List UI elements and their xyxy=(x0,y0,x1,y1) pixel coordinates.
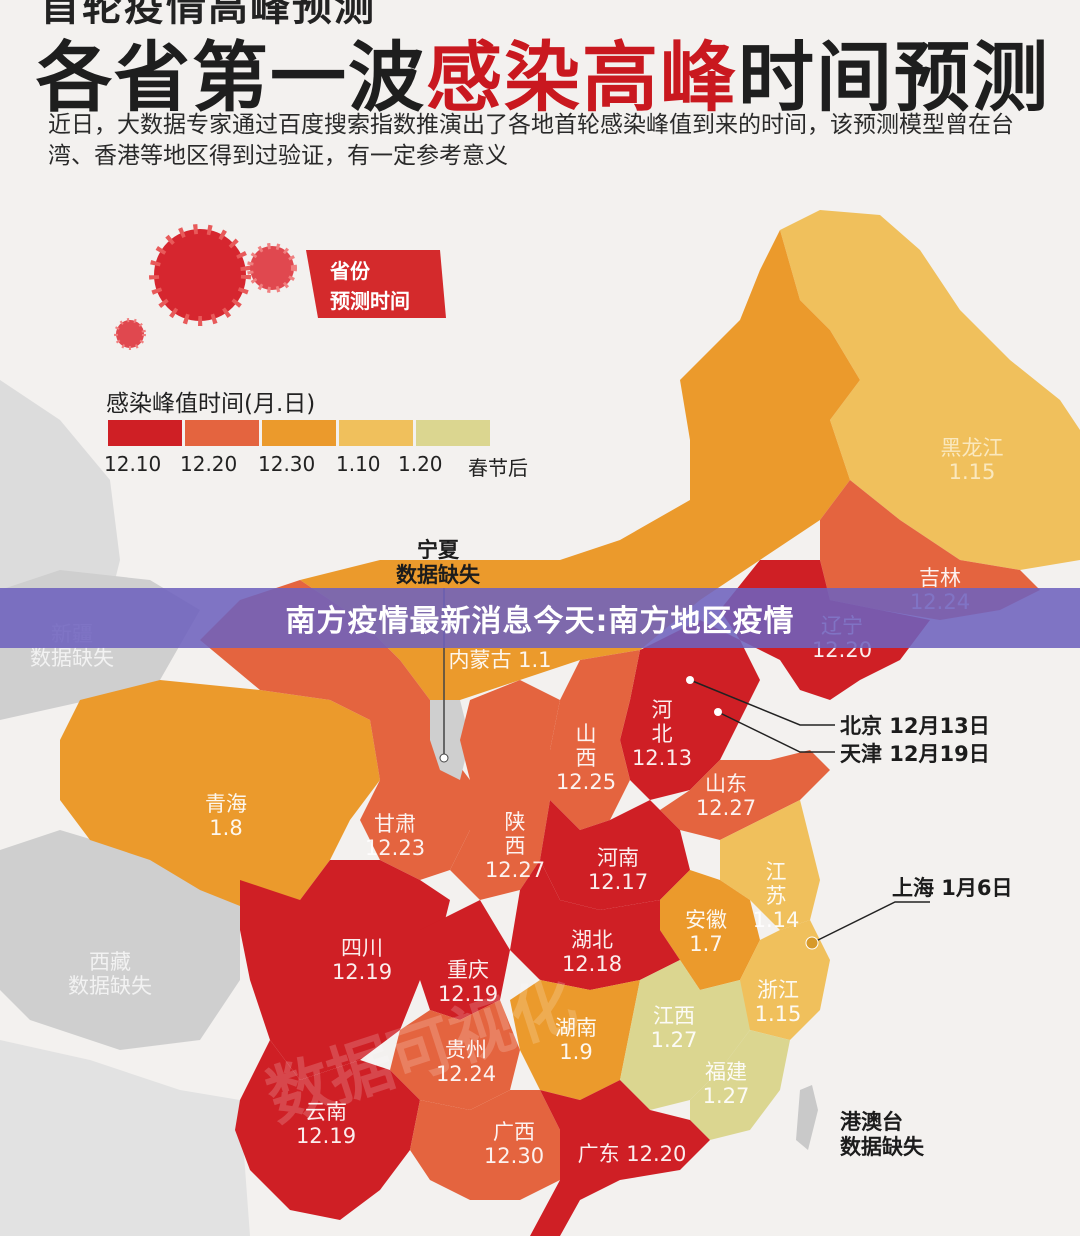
legend-swatch xyxy=(262,420,336,446)
legend-label: 1.20 xyxy=(398,452,443,476)
cropped-top-title: 首轮疫情高峰预测 xyxy=(40,0,376,30)
shanghai-dot xyxy=(805,936,819,950)
province-label-guangxi: 广西 12.30 xyxy=(483,1120,545,1168)
province-tag-line1: 省份 xyxy=(330,259,370,283)
province-label-shanxi: 山 西 12.25 xyxy=(555,722,617,794)
callout-beijing: 北京 12月13日 xyxy=(840,714,990,738)
ningxia-dot xyxy=(439,753,449,763)
province-label-fujian: 福建 1.27 xyxy=(702,1060,750,1108)
legend-swatch xyxy=(339,420,413,446)
legend-label: 12.30 xyxy=(258,452,316,476)
caption-banner-text: 南方疫情最新消息今天:南方地区疫情 xyxy=(285,604,795,639)
region-shaanxi xyxy=(450,680,560,900)
legend-swatch xyxy=(185,420,259,446)
province-label-shaanxi: 陕 西 12.27 xyxy=(484,810,546,882)
province-label-zhejiang: 浙江 1.15 xyxy=(754,978,802,1026)
callout-hmt: 港澳台 数据缺失 xyxy=(840,1110,924,1159)
province-label-hubei: 湖北 12.18 xyxy=(561,928,623,976)
legend-swatch xyxy=(108,420,182,446)
region-henan xyxy=(540,800,690,910)
beijing-leader-line xyxy=(689,679,835,726)
callout-tianjin: 天津 12月19日 xyxy=(840,742,990,766)
legend-label: 12.10 xyxy=(104,452,162,476)
province-label-yunnan: 云南 12.19 xyxy=(295,1100,357,1148)
province-label-sichuan: 四川 12.19 xyxy=(331,936,393,984)
province-tag-line2: 预测时间 xyxy=(330,289,410,313)
tianjin-dot xyxy=(714,708,722,716)
shanghai-leader-line xyxy=(811,901,930,944)
tibet-region xyxy=(0,830,240,1050)
taiwan-island xyxy=(796,1085,818,1150)
headline-part3: 时间预测 xyxy=(738,33,1050,122)
region-heilongjiang xyxy=(780,210,1080,570)
region-gansu xyxy=(200,580,470,880)
region-anhui xyxy=(660,870,760,990)
region-shandong xyxy=(660,750,830,840)
province-label-hunan: 湖南 1.9 xyxy=(555,1016,597,1064)
region-guangdong xyxy=(530,1080,710,1236)
headline: 各省第一波感染高峰时间预测 xyxy=(36,16,1050,126)
region-shanxi xyxy=(550,650,640,830)
region-guizhou xyxy=(390,1000,520,1110)
province-tag-text: 省份 预测时间 xyxy=(330,256,410,316)
region-jilin xyxy=(820,480,1040,620)
region-hunan xyxy=(510,980,640,1100)
virus-illustration xyxy=(114,224,297,350)
province-label-xizang: 西藏 数据缺失 xyxy=(68,950,152,998)
province-label-jiangxi: 江西 1.27 xyxy=(650,1004,698,1052)
intro-paragraph: 近日，大数据专家通过百度搜索指数推演出了各地首轮感染峰值到来的时间，该预测模型曾… xyxy=(48,112,1014,169)
legend-title: 感染峰值时间(月.日) xyxy=(106,391,316,417)
headline-part2: 感染高峰 xyxy=(426,33,738,122)
beijing-dot xyxy=(686,676,694,684)
province-label-guizhou: 贵州 12.24 xyxy=(435,1038,497,1086)
province-tag xyxy=(306,250,446,318)
province-label-neimenggu: 内蒙古 1.1 xyxy=(448,648,552,672)
tianjin-leader-line xyxy=(717,711,835,753)
region-neimenggu xyxy=(300,230,860,700)
province-label-chongqing: 重庆 12.19 xyxy=(437,958,499,1006)
region-chongqing xyxy=(420,900,510,1020)
legend-label: 1.10 xyxy=(336,452,381,476)
callout-ningxia: 宁夏 数据缺失 xyxy=(396,538,480,587)
region-fujian xyxy=(690,1030,790,1140)
province-label-qinghai: 青海 1.8 xyxy=(205,792,247,840)
province-label-heilongjiang: 黑龙江 1.15 xyxy=(940,436,1004,484)
region-hebei xyxy=(620,620,760,800)
province-label-hebei: 河 北 12.13 xyxy=(631,698,693,770)
province-label-jiangsu: 江 苏 1.14 xyxy=(752,860,800,932)
province-label-shandong: 山东 12.27 xyxy=(695,772,757,820)
legend-label: 春节后 xyxy=(468,456,528,480)
province-label-guangdong: 广东 12.20 xyxy=(577,1142,687,1166)
region-qinghai xyxy=(60,680,380,910)
province-label-gansu: 甘肃 12.23 xyxy=(364,812,426,860)
legend-label: 12.20 xyxy=(180,452,238,476)
headline-part1: 各省第一波 xyxy=(36,33,426,122)
legend-swatch xyxy=(416,420,490,446)
callout-shanghai: 上海 1月6日 xyxy=(892,876,1013,900)
region-guangxi xyxy=(410,1090,560,1200)
region-sichuan xyxy=(240,860,450,1080)
region-zhejiang xyxy=(735,920,830,1040)
region-yunnan xyxy=(235,1040,420,1220)
region-hubei xyxy=(510,860,680,990)
neighbor-land-south xyxy=(0,1040,250,1236)
caption-banner: 南方疫情最新消息今天:南方地区疫情 xyxy=(0,588,1080,648)
region-jiangsu xyxy=(720,800,820,930)
province-label-henan: 河南 12.17 xyxy=(587,846,649,894)
province-label-anhui: 安徽 1.7 xyxy=(685,908,727,956)
legend-bar xyxy=(108,420,493,446)
legend-labels: 12.10 12.20 12.30 1.10 1.20 春节后 xyxy=(104,452,544,480)
